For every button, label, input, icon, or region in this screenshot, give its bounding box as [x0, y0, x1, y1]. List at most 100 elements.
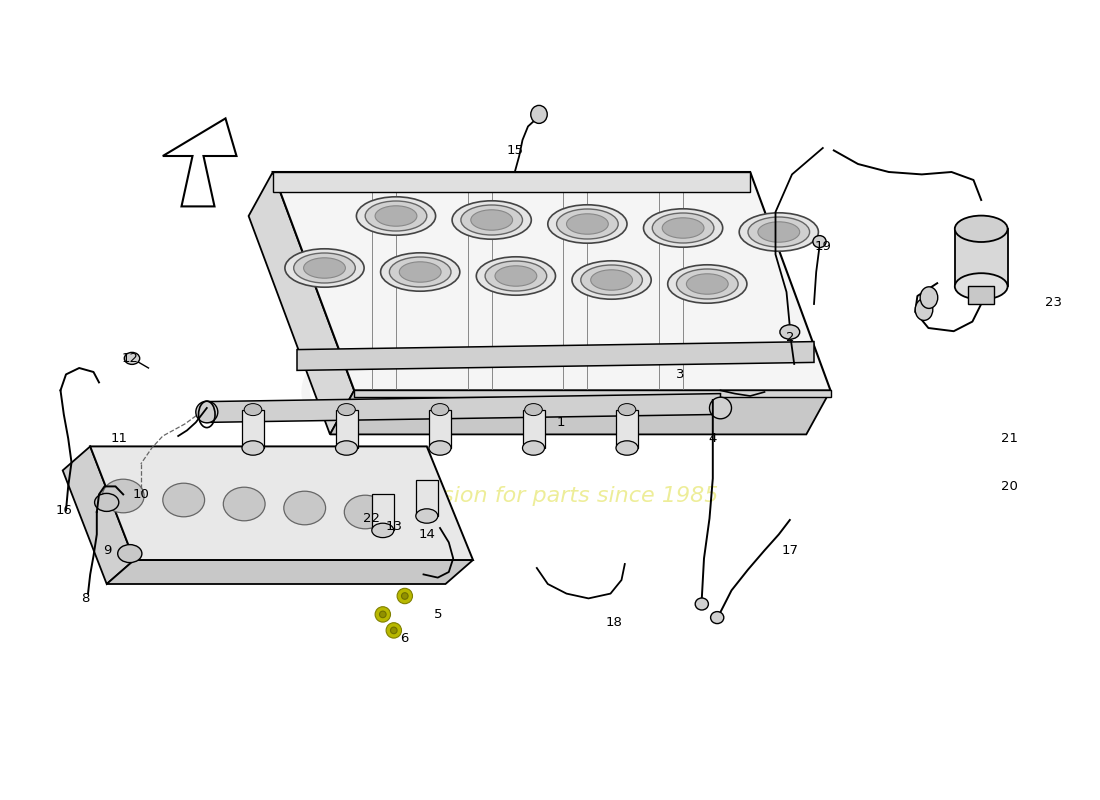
Text: 12: 12: [121, 352, 139, 365]
Ellipse shape: [530, 106, 548, 123]
Circle shape: [390, 627, 397, 634]
Text: 22: 22: [363, 512, 381, 525]
Ellipse shape: [711, 611, 724, 624]
Ellipse shape: [644, 209, 723, 247]
Ellipse shape: [525, 403, 542, 416]
Text: 11: 11: [110, 432, 128, 445]
Text: 14: 14: [418, 528, 436, 541]
Polygon shape: [107, 560, 473, 584]
Ellipse shape: [163, 483, 205, 517]
Ellipse shape: [375, 206, 417, 226]
Circle shape: [402, 593, 408, 599]
Ellipse shape: [102, 479, 144, 513]
Circle shape: [386, 622, 402, 638]
Text: 3: 3: [675, 368, 684, 381]
Ellipse shape: [471, 210, 513, 230]
Text: 21: 21: [1001, 432, 1019, 445]
Ellipse shape: [381, 253, 460, 291]
Ellipse shape: [780, 325, 800, 339]
Polygon shape: [163, 118, 236, 206]
Polygon shape: [273, 172, 830, 390]
Ellipse shape: [581, 265, 642, 295]
Ellipse shape: [748, 217, 810, 247]
Text: eurosports: eurosports: [297, 338, 803, 430]
Ellipse shape: [662, 218, 704, 238]
Polygon shape: [90, 446, 473, 560]
Text: 19: 19: [814, 240, 832, 253]
Ellipse shape: [294, 253, 355, 283]
Ellipse shape: [676, 269, 738, 299]
Polygon shape: [968, 286, 994, 304]
Ellipse shape: [522, 441, 544, 455]
Polygon shape: [273, 172, 750, 192]
Text: 15: 15: [506, 144, 524, 157]
Polygon shape: [330, 390, 830, 434]
Polygon shape: [63, 446, 134, 584]
Ellipse shape: [365, 201, 427, 231]
Text: 10: 10: [132, 488, 150, 501]
Text: 16: 16: [55, 504, 73, 517]
Ellipse shape: [557, 209, 618, 239]
Ellipse shape: [476, 257, 556, 295]
Polygon shape: [336, 410, 358, 448]
Ellipse shape: [389, 257, 451, 287]
Ellipse shape: [95, 494, 119, 511]
Ellipse shape: [118, 545, 142, 562]
Text: 8: 8: [81, 592, 90, 605]
Ellipse shape: [416, 509, 438, 523]
Ellipse shape: [399, 262, 441, 282]
Ellipse shape: [686, 274, 728, 294]
Ellipse shape: [356, 197, 436, 235]
Ellipse shape: [591, 270, 632, 290]
Ellipse shape: [285, 249, 364, 287]
Ellipse shape: [915, 299, 933, 321]
Ellipse shape: [336, 441, 358, 455]
Polygon shape: [955, 229, 1008, 286]
Ellipse shape: [739, 213, 818, 251]
Ellipse shape: [495, 266, 537, 286]
Text: 2: 2: [785, 331, 794, 344]
Polygon shape: [249, 172, 354, 434]
Ellipse shape: [338, 403, 355, 416]
Polygon shape: [429, 410, 451, 448]
Ellipse shape: [196, 402, 218, 422]
Text: 13: 13: [385, 520, 403, 533]
Ellipse shape: [344, 495, 386, 529]
Polygon shape: [207, 394, 720, 422]
Ellipse shape: [548, 205, 627, 243]
Ellipse shape: [813, 235, 826, 248]
Text: 9: 9: [103, 544, 112, 557]
Ellipse shape: [618, 403, 636, 416]
Ellipse shape: [242, 441, 264, 455]
Text: a passion for parts since 1985: a passion for parts since 1985: [382, 486, 718, 506]
Ellipse shape: [955, 215, 1008, 242]
Text: 23: 23: [1045, 296, 1063, 309]
Text: 20: 20: [1001, 480, 1019, 493]
Polygon shape: [522, 410, 544, 448]
Circle shape: [375, 606, 390, 622]
Ellipse shape: [372, 523, 394, 538]
Ellipse shape: [124, 352, 140, 365]
Ellipse shape: [652, 213, 714, 243]
Ellipse shape: [284, 491, 326, 525]
Polygon shape: [242, 410, 264, 448]
Ellipse shape: [452, 201, 531, 239]
Ellipse shape: [431, 403, 449, 416]
Text: 6: 6: [400, 632, 409, 645]
Polygon shape: [297, 342, 814, 370]
Polygon shape: [416, 480, 438, 516]
Polygon shape: [372, 494, 394, 530]
Ellipse shape: [920, 287, 937, 309]
Text: 4: 4: [708, 432, 717, 445]
Ellipse shape: [695, 598, 708, 610]
Ellipse shape: [616, 441, 638, 455]
Ellipse shape: [461, 205, 522, 235]
Circle shape: [397, 588, 412, 604]
Ellipse shape: [955, 273, 1008, 299]
Polygon shape: [354, 390, 830, 397]
Ellipse shape: [244, 403, 262, 416]
Ellipse shape: [485, 261, 547, 291]
Text: 5: 5: [433, 608, 442, 621]
Ellipse shape: [758, 222, 800, 242]
Text: 18: 18: [605, 616, 623, 629]
